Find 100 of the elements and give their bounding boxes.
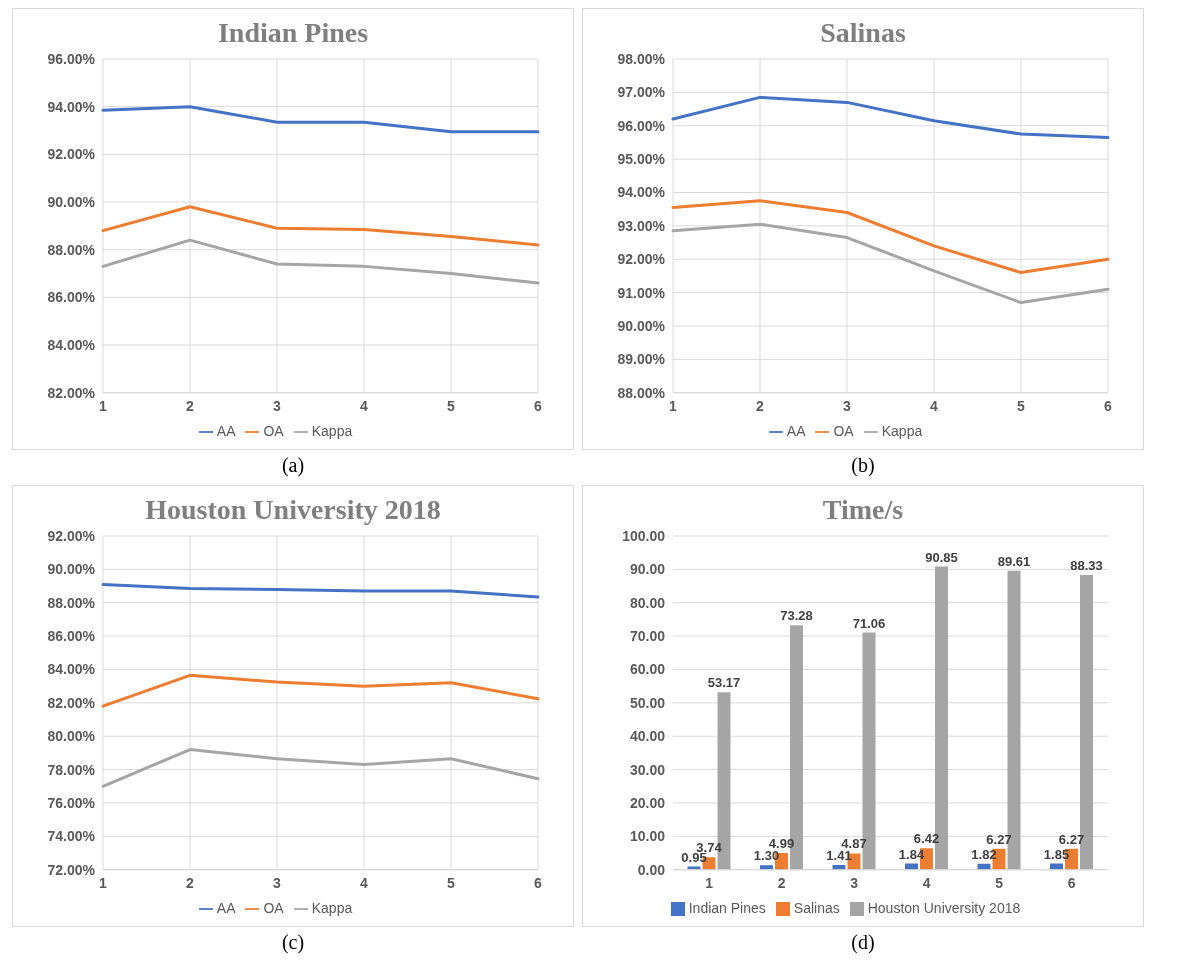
chart-title: Houston University 2018 — [144, 494, 442, 526]
legend-label: Salinas — [793, 899, 840, 916]
x-tick-label: 5 — [447, 397, 456, 414]
y-tick-label: 82.00% — [47, 384, 96, 401]
legend-label: Kappa — [311, 899, 353, 916]
x-tick-label: 1 — [705, 874, 714, 891]
line-series — [671, 199, 1110, 275]
x-tick-label: 1 — [669, 397, 678, 414]
legend-label: AA — [216, 899, 236, 916]
y-tick-label: 82.00% — [47, 694, 96, 711]
y-tick-label: 91.00% — [617, 284, 666, 301]
x-tick-label: 2 — [186, 397, 195, 414]
y-tick-label: 96.00% — [617, 117, 666, 134]
y-tick-label: 100.00 — [622, 527, 666, 544]
y-tick-label: 86.00% — [47, 628, 96, 645]
y-tick-label: 80.00 — [629, 594, 666, 611]
x-tick-label: 1 — [99, 397, 108, 414]
x-tick-label: 2 — [186, 874, 195, 891]
chart-title: Indian Pines — [216, 17, 370, 49]
line-series — [671, 222, 1110, 305]
text: (a) — [280, 454, 306, 477]
x-tick-label: 3 — [843, 397, 852, 414]
y-tick-label: 97.00% — [617, 84, 666, 101]
legend-label: OA — [263, 899, 284, 916]
x-tick-label: 3 — [850, 874, 859, 891]
x-tick-label: 4 — [930, 397, 939, 414]
x-tick-label: 5 — [995, 874, 1004, 891]
x-tick-label: 4 — [360, 397, 369, 414]
y-tick-label: 95.00% — [617, 151, 666, 168]
data-label: 4.99 — [768, 836, 795, 852]
x-tick-label: 3 — [273, 874, 282, 891]
legend-label: Kappa — [311, 422, 353, 439]
line-series — [101, 205, 540, 247]
y-tick-label: 96.00% — [47, 50, 96, 67]
y-tick-label: 89.00% — [617, 351, 666, 368]
x-tick-label: 5 — [1017, 397, 1026, 414]
y-tick-label: 72.00% — [47, 861, 96, 878]
y-tick-label: 92.00% — [47, 146, 96, 163]
legend-label: AA — [786, 422, 806, 439]
y-tick-label: 80.00% — [47, 728, 96, 745]
y-tick-label: 30.00 — [629, 761, 666, 778]
y-tick-label: 93.00% — [617, 217, 666, 234]
y-tick-label: 74.00% — [47, 828, 96, 845]
y-tick-label: 86.00% — [47, 289, 96, 306]
legend-label: AA — [216, 422, 236, 439]
text: (d) — [850, 931, 876, 954]
y-tick-label: 84.00% — [47, 661, 96, 678]
chart-title: Salinas — [819, 17, 907, 49]
legend-label: OA — [833, 422, 854, 439]
data-label: 88.33 — [1070, 557, 1103, 573]
x-tick-label: 2 — [756, 397, 765, 414]
legend-label: Houston University 2018 — [867, 899, 1021, 916]
data-label: 6.27 — [1058, 831, 1085, 847]
line-series — [101, 238, 540, 285]
y-tick-label: 10.00 — [629, 828, 666, 845]
text: (b) — [850, 454, 876, 477]
y-tick-label: 60.00 — [629, 661, 666, 678]
y-tick-label: 70.00 — [629, 628, 666, 645]
y-tick-label: 88.00% — [617, 384, 666, 401]
line-series — [101, 748, 540, 788]
y-tick-label: 92.00% — [617, 251, 666, 268]
line-series — [101, 673, 540, 708]
y-tick-label: 90.00 — [629, 561, 666, 578]
y-tick-label: 20.00 — [629, 794, 666, 811]
data-label: 90.85 — [925, 549, 958, 565]
text: (c) — [280, 931, 306, 954]
chart-title: Time/s — [821, 494, 905, 526]
x-tick-label: 2 — [777, 874, 786, 891]
y-tick-label: 88.00% — [47, 594, 96, 611]
x-tick-label: 5 — [447, 874, 456, 891]
y-tick-label: 94.00% — [47, 98, 96, 115]
y-tick-label: 78.00% — [47, 761, 96, 778]
y-tick-label: 94.00% — [617, 184, 666, 201]
x-tick-label: 1 — [99, 874, 108, 891]
line-series — [671, 95, 1110, 139]
data-label: 71.06 — [852, 615, 886, 631]
x-tick-label: 6 — [534, 874, 543, 891]
y-tick-label: 76.00% — [47, 794, 96, 811]
line-series — [101, 582, 540, 599]
line-series — [101, 105, 540, 134]
data-label: 73.28 — [780, 608, 813, 624]
y-tick-label: 50.00 — [629, 694, 666, 711]
x-tick-label: 3 — [273, 397, 282, 414]
y-tick-label: 0.00 — [637, 861, 666, 878]
legend-label: Indian Pines — [688, 899, 766, 916]
data-label: 89.61 — [997, 553, 1031, 569]
x-tick-label: 4 — [360, 874, 369, 891]
data-label: 6.42 — [913, 831, 940, 847]
legend-label: Kappa — [881, 422, 923, 439]
y-tick-label: 88.00% — [47, 241, 96, 258]
y-tick-label: 40.00 — [629, 728, 666, 745]
data-label: 6.27 — [986, 831, 1012, 847]
x-tick-label: 6 — [534, 397, 543, 414]
x-tick-label: 6 — [1104, 397, 1113, 414]
y-tick-label: 90.00% — [47, 561, 96, 578]
y-tick-label: 90.00% — [617, 317, 666, 334]
x-tick-label: 4 — [922, 874, 931, 891]
y-tick-label: 92.00% — [47, 527, 96, 544]
data-label: 53.17 — [707, 675, 741, 691]
legend-label: OA — [263, 422, 284, 439]
